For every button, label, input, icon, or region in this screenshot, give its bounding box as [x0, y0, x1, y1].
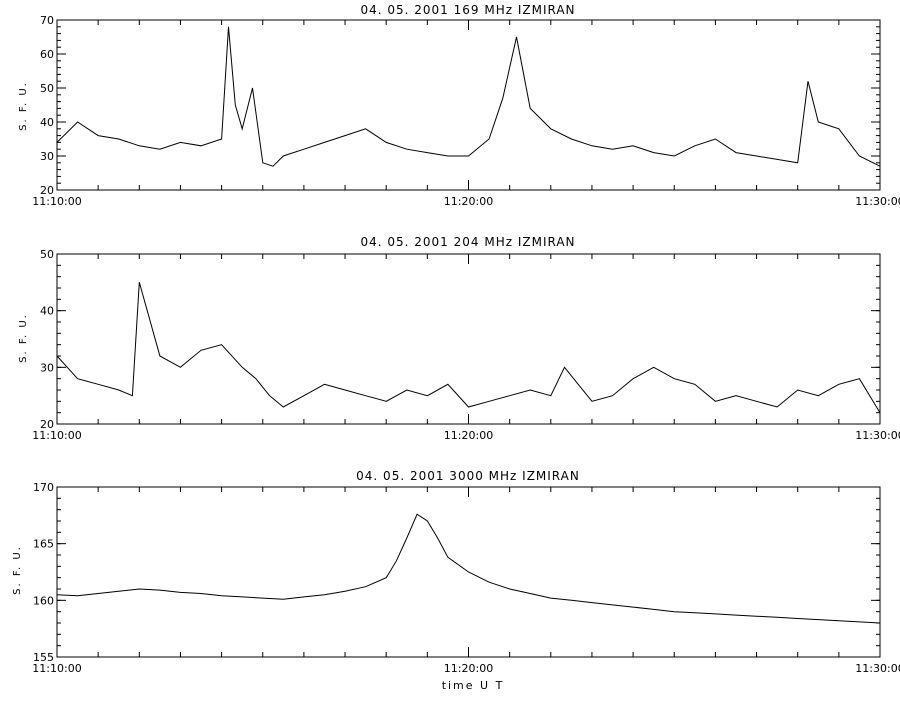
y-tick-label: 50 — [40, 248, 54, 261]
panel-204mhz-title: 04. 05. 2001 204 MHz IZMIRAN — [360, 235, 575, 249]
panel-204mhz-series-line — [56, 282, 881, 413]
panel-204mhz-ylabel: S. F. U. — [18, 313, 29, 363]
panel-169mhz-series-line — [56, 26, 881, 167]
y-tick-label: 165 — [33, 538, 54, 551]
x-tick-label: 11:30:00 — [855, 195, 900, 208]
panel-3000mhz: 04. 05. 2001 3000 MHz IZMIRAN S. F. U. t… — [12, 469, 580, 692]
y-tick-label: 40 — [40, 305, 54, 318]
x-tick-label: 11:30:00 — [855, 429, 900, 442]
y-tick-label: 40 — [40, 116, 54, 129]
panel-3000mhz-series-line — [56, 513, 881, 624]
y-tick-label: 50 — [40, 82, 54, 95]
y-tick-label: 20 — [40, 184, 54, 197]
panel-169mhz-title: 04. 05. 2001 169 MHz IZMIRAN — [360, 3, 575, 17]
panel-169mhz-frame — [56, 19, 881, 191]
x-tick-label: 11:10:00 — [32, 195, 81, 208]
y-tick-label: 70 — [40, 14, 54, 27]
y-tick-label: 30 — [40, 361, 54, 374]
y-tick-label: 30 — [40, 150, 54, 163]
panel-3000mhz-plot: 155 160 165 170 11:10:00 11:20:00 11:30:00 — [32, 481, 900, 675]
x-tick-label: 11:20:00 — [444, 662, 493, 675]
x-tick-label: 11:20:00 — [444, 195, 493, 208]
x-tick-label: 11:10:00 — [32, 662, 81, 675]
x-tick-label: 11:20:00 — [444, 429, 493, 442]
panel-204mhz-plot: 20 30 40 50 11:10:00 11:20:00 11:30:00 — [32, 248, 900, 442]
panel-204mhz: 04. 05. 2001 204 MHz IZMIRAN S. F. U. — [18, 235, 575, 363]
y-tick-label: 20 — [40, 418, 54, 431]
x-tick-label: 11:10:00 — [32, 429, 81, 442]
panel-3000mhz-title: 04. 05. 2001 3000 MHz IZMIRAN — [356, 469, 580, 483]
panel-204mhz-frame — [56, 253, 881, 425]
panel-169mhz: 04. 05. 2001 169 MHz IZMIRAN S. F. U. — [18, 3, 575, 131]
y-tick-label: 60 — [40, 48, 54, 61]
panel-3000mhz-ylabel: S. F. U. — [12, 545, 23, 595]
panel-3000mhz-xlabel: time U T — [442, 679, 505, 692]
y-tick-label: 155 — [33, 651, 54, 664]
y-tick-label: 160 — [33, 594, 54, 607]
y-tick-label: 170 — [33, 481, 54, 494]
x-tick-label: 11:30:00 — [855, 662, 900, 675]
panel-169mhz-plot: 20 30 40 50 60 70 11:10:00 11:20:00 11:30:00 — [32, 14, 900, 208]
panel-169mhz-ylabel: S. F. U. — [18, 81, 29, 131]
